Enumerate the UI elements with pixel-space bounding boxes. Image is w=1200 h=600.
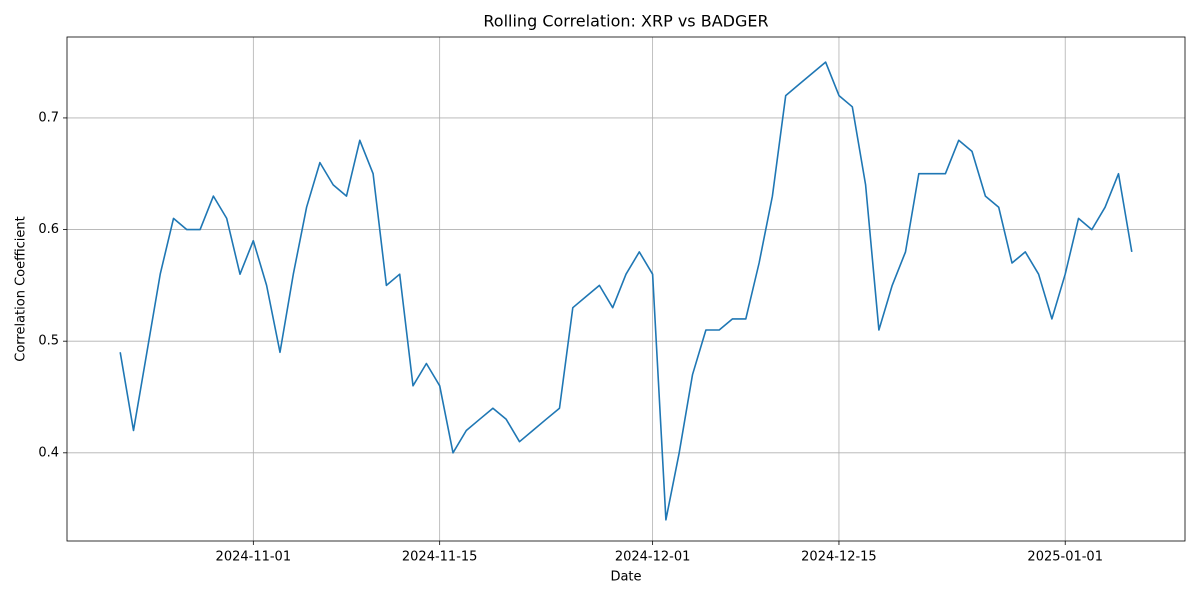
- data-line: [119, 61, 1133, 521]
- plot-frame: [66, 36, 1186, 542]
- y-tick-label: 0.6: [38, 222, 59, 237]
- x-tick-label: 2024-12-15: [801, 550, 877, 565]
- y-tick-label: 0.4: [38, 445, 59, 460]
- y-tick-label: 0.7: [38, 110, 59, 125]
- y-axis-label: Correlation Coefficient: [14, 216, 29, 362]
- x-tick-label: 2025-01-01: [1027, 550, 1103, 565]
- y-tick-label: 0.5: [38, 334, 59, 349]
- x-tick-label: 2024-11-01: [216, 550, 292, 565]
- x-tick-label: 2024-12-01: [615, 550, 691, 565]
- chart-title: Rolling Correlation: XRP vs BADGER: [483, 12, 768, 31]
- x-tick-label: 2024-11-15: [402, 550, 478, 565]
- x-axis-label: Date: [610, 570, 641, 585]
